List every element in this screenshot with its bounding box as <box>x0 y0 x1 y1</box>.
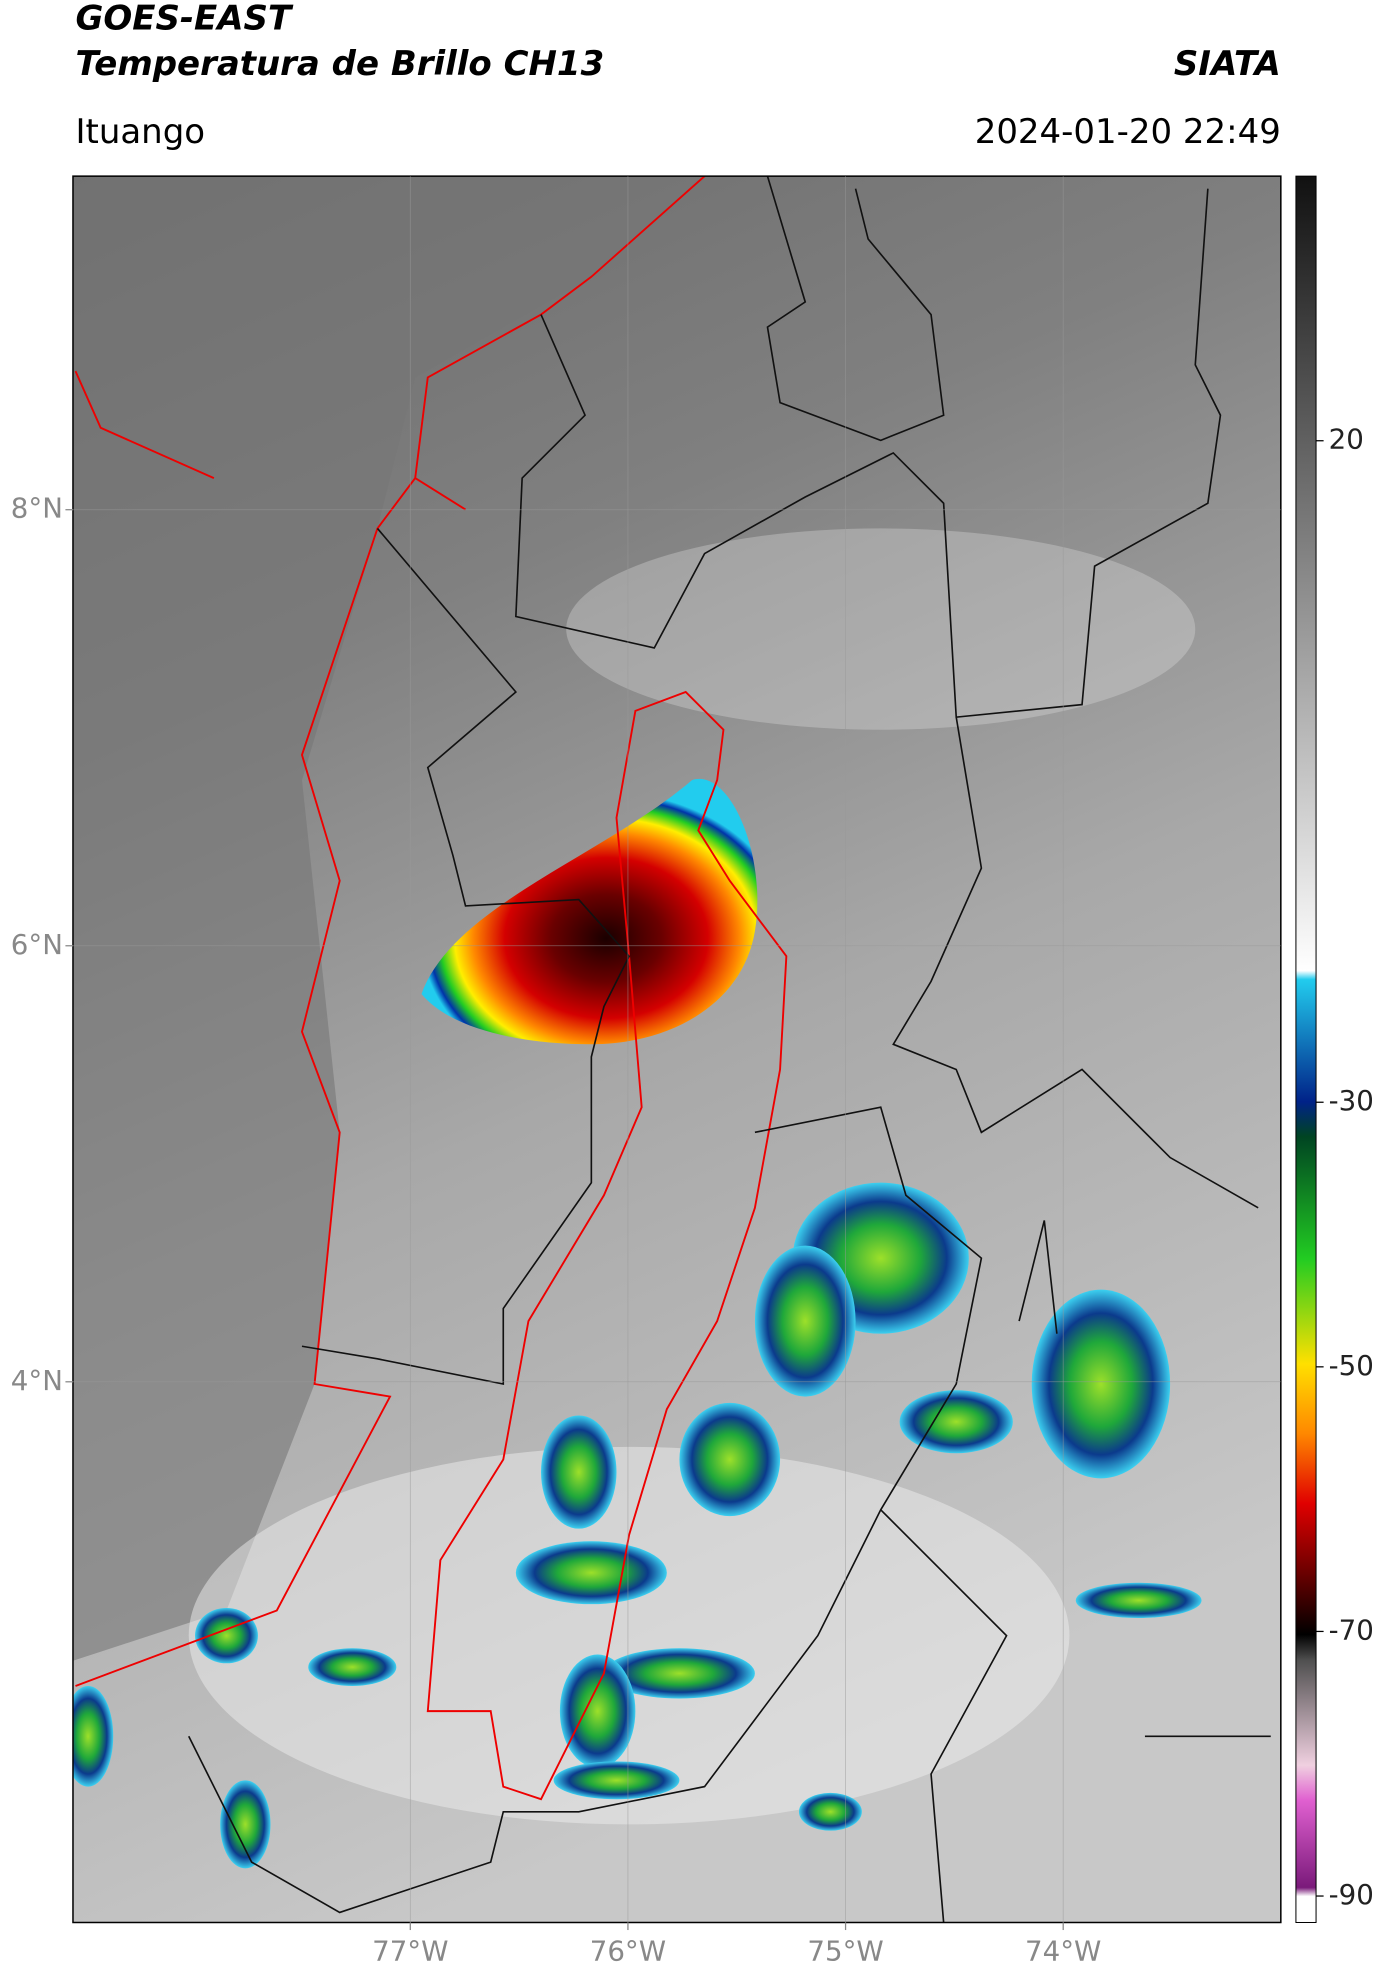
colorbar-tick-label: -90 <box>1329 1878 1374 1911</box>
y-tick-label: 4°N <box>11 1364 63 1397</box>
x-tick-label: 74°W <box>1025 1935 1101 1968</box>
colorbar <box>1295 175 1317 1923</box>
x-tick-label: 75°W <box>807 1935 883 1968</box>
title: GOES-EAST <box>75 0 293 39</box>
colorbar-tick-label: -30 <box>1329 1084 1374 1117</box>
x-tick-label: 77°W <box>372 1935 448 1968</box>
map-image <box>72 176 1281 1923</box>
colorbar-tick-label: 20 <box>1329 423 1364 456</box>
map-frame <box>72 175 1282 1924</box>
colorbar-tick-label: -50 <box>1329 1349 1374 1382</box>
datetime: 2024-01-20 22:49 <box>975 112 1281 152</box>
x-tick-label: 76°W <box>590 1935 666 1968</box>
location: Ituango <box>75 112 205 152</box>
subtitle: Temperatura de Brillo CH13 <box>75 44 604 84</box>
y-tick-label: 8°N <box>11 492 63 525</box>
source: SIATA <box>1174 44 1281 84</box>
y-tick-label: 6°N <box>11 928 63 961</box>
colorbar-tick-label: -70 <box>1329 1613 1374 1646</box>
